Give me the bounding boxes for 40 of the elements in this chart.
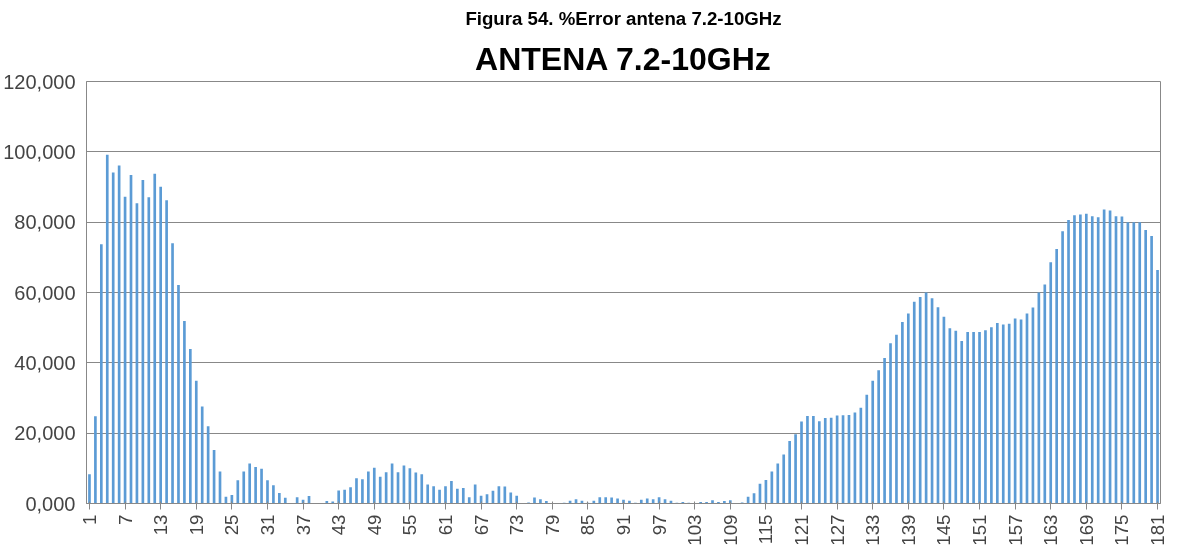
y-tick-label: 80,000 — [14, 211, 76, 234]
x-tick-label: 169 — [1075, 514, 1097, 546]
x-tick-label: 43 — [328, 514, 350, 536]
x-tick-label: 103 — [684, 514, 706, 546]
x-tick-label: 151 — [969, 514, 991, 546]
x-tick-label: 97 — [648, 514, 670, 536]
x-tick-label: 133 — [862, 514, 884, 546]
x-tick-label: 85 — [577, 514, 599, 536]
x-tick-label: 13 — [150, 514, 172, 536]
x-tick-label: 19 — [185, 514, 207, 536]
x-tick-label: 127 — [826, 514, 848, 546]
x-tick-label: 67 — [470, 514, 492, 536]
x-tick-label: 25 — [221, 514, 243, 536]
x-tick-label: 49 — [363, 514, 385, 536]
x-tick-label: 139 — [897, 514, 919, 546]
x-tick-label: 181 — [1147, 514, 1169, 546]
x-tick-label: 157 — [1004, 514, 1026, 546]
x-tick-label: 37 — [292, 514, 314, 536]
x-tick-label: 145 — [933, 514, 955, 546]
x-tick-label: 31 — [256, 514, 278, 536]
x-tick-label: 109 — [719, 514, 741, 546]
x-tick-label: 121 — [791, 514, 813, 546]
y-tick-label: 40,000 — [14, 351, 76, 374]
text: Figura 54. %Error antena 7.2-10GHz — [465, 7, 782, 29]
chart-title: ANTENA 7.2-10GHz — [475, 40, 771, 77]
y-tick-label: 60,000 — [14, 281, 76, 304]
y-tick-label: 120,000 — [3, 70, 76, 93]
x-tick-label: 73 — [506, 514, 528, 536]
x-tick-label: 91 — [613, 514, 634, 536]
x-tick-label: 1 — [78, 514, 100, 525]
y-tick-label: 100,000 — [3, 140, 76, 163]
x-tick-label: 61 — [434, 514, 456, 536]
x-tick-label: 175 — [1111, 514, 1133, 546]
x-tick-label: 55 — [399, 514, 421, 536]
x-tick-label: 163 — [1040, 514, 1062, 546]
x-tick-label: 7 — [114, 514, 136, 525]
y-tick-label: 20,000 — [14, 422, 76, 445]
x-tick-label: 79 — [541, 514, 563, 536]
x-tick-label: 115 — [755, 514, 777, 545]
y-tick-label: 0,000 — [25, 492, 76, 515]
